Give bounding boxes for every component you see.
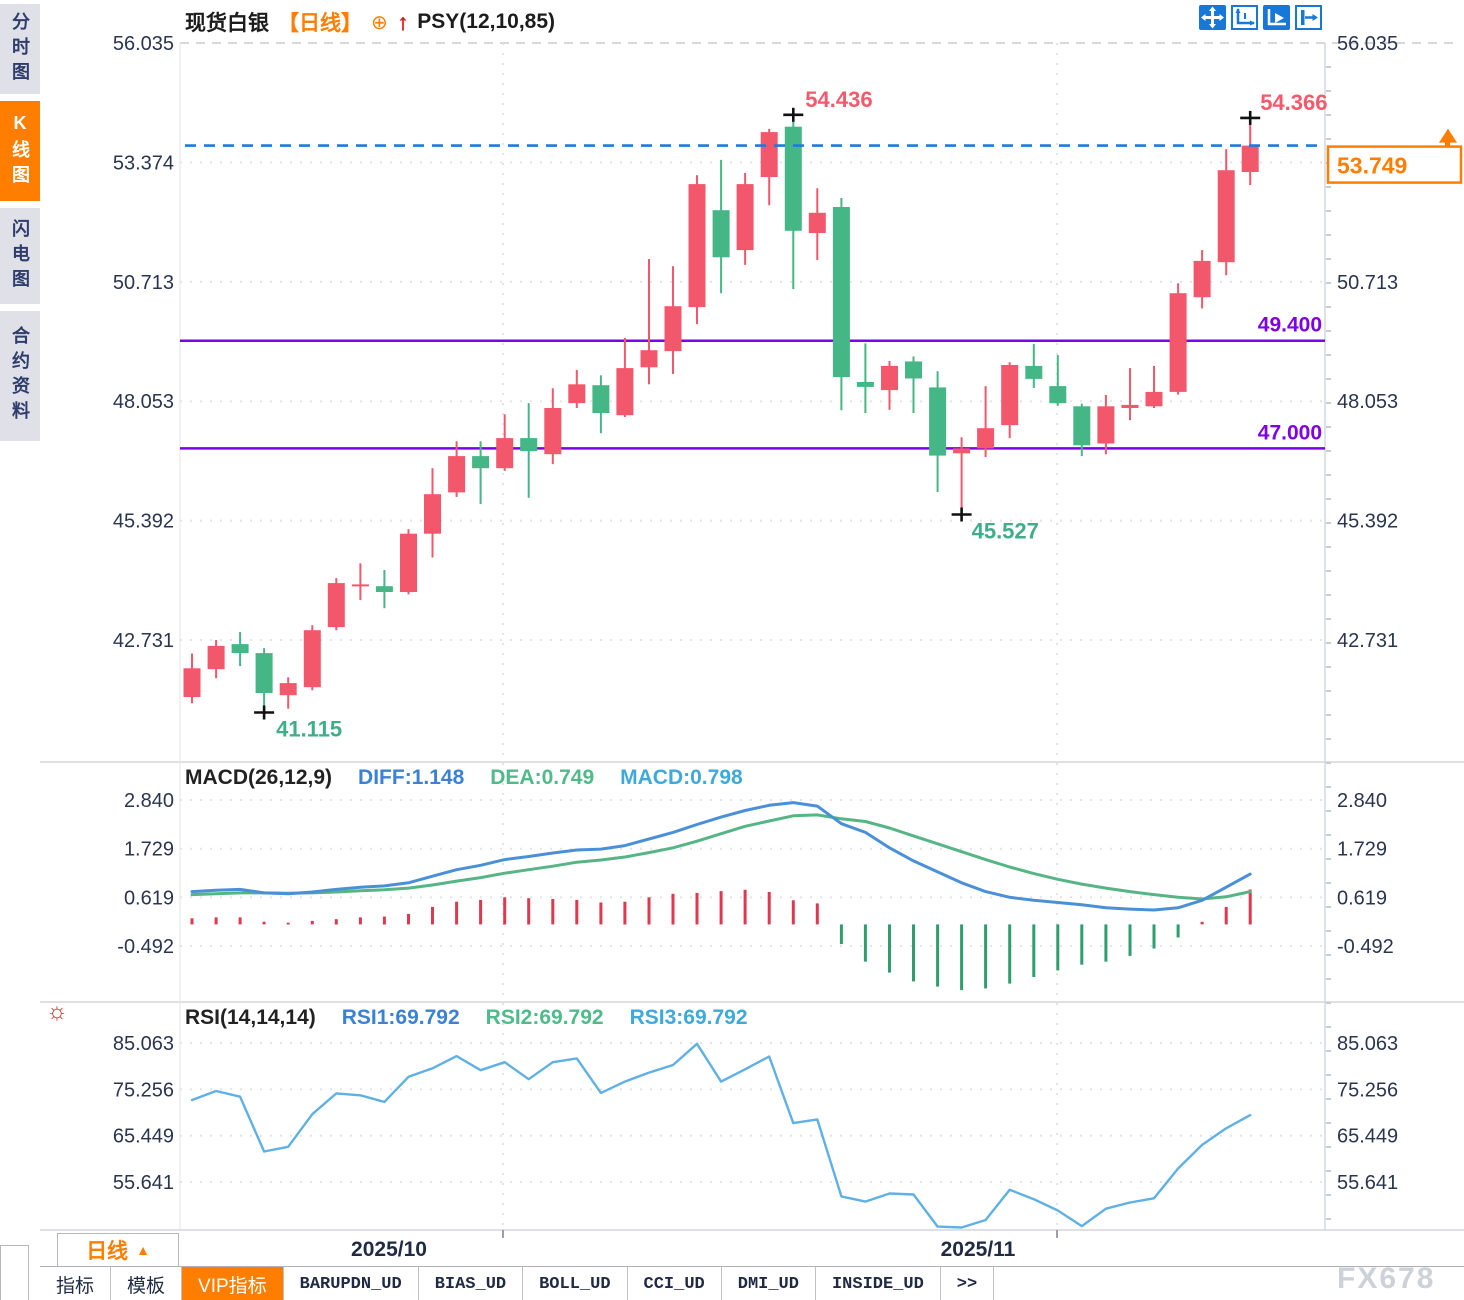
tab-BOLL_UD[interactable]: BOLL_UD <box>523 1267 628 1300</box>
rsi-line <box>190 1042 1252 1229</box>
macd-macd-value: MACD:0.798 <box>620 766 743 789</box>
svg-text:2025/10: 2025/10 <box>351 1238 427 1261</box>
svg-text:47.000: 47.000 <box>1258 421 1322 444</box>
period-tag[interactable]: 【日线】 <box>278 12 362 35</box>
svg-text:48.053: 48.053 <box>1337 391 1398 413</box>
svg-text:45.392: 45.392 <box>1337 511 1398 533</box>
crosshair-move-icon[interactable] <box>1199 5 1226 30</box>
tab-BARUPDN_UD[interactable]: BARUPDN_UD <box>284 1267 419 1300</box>
macd-histogram <box>190 889 1252 991</box>
svg-text:0.619: 0.619 <box>124 887 174 909</box>
time-axis: 2025/10 2025/11 <box>351 1230 1058 1261</box>
svg-text:53.374: 53.374 <box>113 152 174 174</box>
price-axis-labels: 56.03556.03553.37453.37450.71350.71348.0… <box>113 33 1398 652</box>
svg-text:48.053: 48.053 <box>113 391 174 413</box>
chevron-up-icon: ▲ <box>136 1242 150 1258</box>
axis-scale-icon[interactable] <box>1231 5 1258 30</box>
tab-[interactable]: 模板 <box>111 1267 183 1300</box>
svg-text:65.449: 65.449 <box>1337 1126 1398 1148</box>
svg-text:85.063: 85.063 <box>113 1033 174 1055</box>
svg-text:55.641: 55.641 <box>113 1172 174 1194</box>
svg-text:45.527: 45.527 <box>972 519 1039 544</box>
macd-title[interactable]: MACD(26,12,9) <box>185 766 333 789</box>
svg-text:75.256: 75.256 <box>1337 1079 1398 1101</box>
svg-text:49.400: 49.400 <box>1258 314 1322 337</box>
symbol-title: 现货白银 <box>185 12 269 35</box>
svg-text:55.641: 55.641 <box>1337 1172 1398 1194</box>
svg-text:0.619: 0.619 <box>1337 887 1387 909</box>
candles-layer[interactable] <box>183 114 1259 713</box>
macd-dea-value: DEA:0.749 <box>490 766 595 789</box>
svg-text:2.840: 2.840 <box>1337 790 1387 812</box>
brand-watermark: FX678 <box>1337 1262 1436 1295</box>
svg-text:75.256: 75.256 <box>113 1079 174 1101</box>
svg-text:50.713: 50.713 <box>1337 272 1398 294</box>
svg-text:42.731: 42.731 <box>1337 630 1398 652</box>
tab-VIP[interactable]: VIP指标 <box>182 1267 284 1300</box>
panel-frame <box>40 42 1464 1231</box>
svg-text:-0.492: -0.492 <box>1337 936 1394 958</box>
chart-header: 现货白银 【日线】 ⊕ ↑ PSY(12,10,85) <box>185 7 555 37</box>
macd-header: MACD(26,12,9) DIFF:1.148 DEA:0.749 MACD:… <box>185 766 743 790</box>
auto-follow-icon[interactable] <box>1263 5 1290 30</box>
svg-text:56.035: 56.035 <box>113 33 174 55</box>
period-label: 日线 <box>86 1240 129 1263</box>
macd-axis-labels: 2.840 2.840 1.729 1.729 0.619 0.619 -0.492 -0.4… <box>117 790 1393 958</box>
gridlines <box>180 43 1325 1230</box>
indicator-settings-sun-icon[interactable]: ☼ <box>46 998 68 1025</box>
svg-text:65.449: 65.449 <box>113 1126 174 1148</box>
rsi2-value: RSI2:69.792 <box>485 1006 604 1029</box>
macd-lines <box>190 801 1252 912</box>
svg-text:50.713: 50.713 <box>113 272 174 294</box>
psy-indicator-label[interactable]: PSY(12,10,85) <box>417 10 556 33</box>
tab-INSIDE_UD[interactable]: INSIDE_UD <box>816 1267 941 1300</box>
sidebar-item-0[interactable]: 分时图 <box>0 4 40 94</box>
svg-text:2025/11: 2025/11 <box>941 1238 1016 1261</box>
tab-CCI_UD[interactable]: CCI_UD <box>628 1267 722 1300</box>
up-arrow-icon: ↑ <box>396 8 409 35</box>
period-selector[interactable]: 日线 ▲ <box>57 1233 179 1267</box>
rsi-header: RSI(14,14,14) RSI1:69.792 RSI2:69.792 RS… <box>185 1006 748 1030</box>
sidebar-item-3[interactable]: 合约资料 <box>0 311 40 441</box>
svg-text:1.729: 1.729 <box>124 839 174 861</box>
left-sidebar: 分时图 K线图闪电图合约资料 <box>0 0 40 441</box>
tab-BIAS_UD[interactable]: BIAS_UD <box>419 1267 524 1300</box>
svg-text:85.063: 85.063 <box>1337 1033 1398 1055</box>
support-lines[interactable]: 49.400 47.000 <box>180 314 1325 450</box>
last-price-tag[interactable]: 53.749 <box>1326 128 1463 184</box>
tab-DMI_UD[interactable]: DMI_UD <box>722 1267 816 1300</box>
sidebar-item-1[interactable]: K线图 <box>0 101 40 201</box>
indicator-tabbar: 指标 模板 VIP指标 BARUPDN_UD BIAS_UD BOLL_UD CCI_UD D… <box>40 1266 1464 1300</box>
svg-text:2.840: 2.840 <box>124 790 174 812</box>
macd-diff-value: DIFF:1.148 <box>358 766 465 789</box>
svg-text:-0.492: -0.492 <box>117 936 174 958</box>
svg-text:45.392: 45.392 <box>113 511 174 533</box>
chart-toolbar <box>1199 5 1322 30</box>
svg-text:41.115: 41.115 <box>276 717 342 742</box>
svg-text:54.436: 54.436 <box>805 87 872 112</box>
rsi-title[interactable]: RSI(14,14,14) <box>185 1006 316 1029</box>
add-overlay-icon[interactable]: ⊕ <box>371 11 388 34</box>
axis-minor-ticks <box>1326 66 1331 1220</box>
svg-text:54.366: 54.366 <box>1260 90 1327 115</box>
price-annotations: 54.436 54.366 41.115 45.527 <box>254 87 1327 742</box>
svg-text:56.035: 56.035 <box>1337 33 1398 55</box>
svg-text:42.731: 42.731 <box>113 630 174 652</box>
tab->>[interactable]: >> <box>941 1267 995 1300</box>
rsi-axis-labels: 85.063 85.063 75.256 75.256 65.449 65.449 55.6… <box>113 1033 1398 1194</box>
rsi3-value: RSI3:69.792 <box>629 1006 748 1029</box>
sidebar-item-2[interactable]: 闪电图 <box>0 208 40 304</box>
go-to-latest-icon[interactable] <box>1295 5 1322 30</box>
svg-text:1.729: 1.729 <box>1337 839 1387 861</box>
bottom-left-corner-box <box>0 1245 29 1300</box>
svg-text:53.749: 53.749 <box>1337 153 1407 179</box>
rsi1-value: RSI1:69.792 <box>341 1006 460 1029</box>
tab-[interactable]: 指标 <box>40 1267 112 1300</box>
